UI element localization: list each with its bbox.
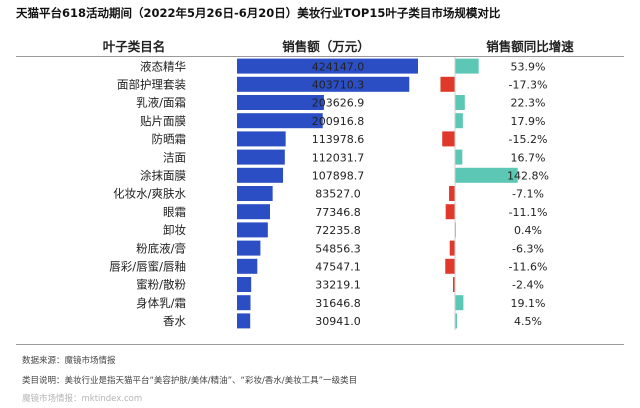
growth-bar: [455, 95, 465, 110]
growth-value-label: 17.9%: [511, 115, 546, 128]
sales-bar: [237, 113, 323, 129]
growth-bar: [442, 131, 455, 147]
category-column-header: 叶子类目名: [102, 39, 166, 54]
growth-value-label: -17.3%: [509, 79, 548, 92]
category-label: 洁面: [163, 150, 186, 164]
sales-value-label: 403710.3: [312, 79, 365, 92]
sales-value-label: 31646.8: [315, 297, 361, 310]
category-label: 乳液/面霜: [136, 96, 186, 110]
sales-bar: [237, 204, 271, 220]
category-note: 类目说明：美妆行业是指天猫平台“美容护肤/美体/精油”、“彩妆/香水/美妆工具”…: [22, 376, 358, 386]
sales-column-header: 销售额（万元）: [282, 39, 370, 54]
sales-value-label: 77346.8: [315, 206, 361, 219]
sales-value-label: 113978.6: [312, 133, 365, 146]
growth-value-label: -11.6%: [509, 261, 548, 274]
growth-value-label: 142.8%: [507, 170, 549, 183]
growth-bar: [449, 186, 455, 201]
watermark: 魔镜市场情报：mktindex.com: [22, 394, 143, 404]
category-label: 粉底液/膏: [136, 241, 186, 255]
growth-value-label: -7.1%: [512, 188, 544, 201]
category-label: 贴片面膜: [140, 114, 186, 128]
category-label: 香水: [163, 314, 186, 328]
growth-bar: [455, 295, 464, 311]
growth-bar: [455, 167, 518, 183]
category-label: 身体乳/霜: [136, 296, 186, 310]
growth-value-label: -6.3%: [512, 242, 544, 255]
footer-rule: [16, 344, 624, 345]
growth-bar: [455, 58, 479, 74]
sales-value-label: 47547.1: [315, 261, 361, 274]
category-label: 唇彩/唇蜜/唇釉: [109, 260, 186, 274]
sales-bar: [237, 149, 285, 165]
growth-value-label: 22.3%: [511, 97, 546, 110]
sales-bar: [237, 222, 268, 238]
sales-bar: [237, 240, 261, 256]
growth-column-header: 销售额同比增速: [486, 39, 574, 54]
sales-bar: [237, 167, 284, 183]
sales-value-label: 424147.0: [312, 60, 365, 73]
sales-value-label: 107898.7: [312, 170, 365, 183]
data-source-note: 数据来源：魔镜市场情报: [22, 356, 116, 366]
sales-bar: [237, 295, 251, 311]
sales-value-label: 30941.0: [315, 315, 361, 328]
sales-value-label: 83527.0: [315, 188, 361, 201]
growth-bar: [455, 113, 463, 129]
growth-value-label: 16.7%: [511, 151, 546, 164]
growth-value-label: 19.1%: [511, 297, 546, 310]
chart-title: 天猫平台618活动期间（2022年5月26日-6月20日）美妆行业TOP15叶子…: [16, 6, 501, 20]
growth-bar: [445, 204, 455, 220]
category-label: 卸妆: [163, 223, 186, 237]
category-label: 液态精华: [140, 59, 186, 73]
growth-value-label: -11.1%: [509, 206, 548, 219]
growth-bar: [455, 313, 457, 329]
growth-value-label: 4.5%: [514, 315, 542, 328]
sales-bar: [237, 58, 418, 74]
sales-value-label: 112031.7: [312, 151, 365, 164]
growth-value-label: -15.2%: [509, 133, 548, 146]
sales-bar: [237, 313, 251, 329]
growth-value-label: 0.4%: [514, 224, 542, 237]
sales-value-label: 54856.3: [315, 242, 361, 255]
sales-bar: [237, 76, 410, 92]
category-label: 面部护理套装: [117, 78, 186, 92]
category-label: 化妆水/爽肤水: [113, 187, 186, 201]
sales-bar: [237, 131, 286, 147]
category-label: 涂抹面膜: [140, 169, 186, 183]
sales-value-label: 33219.1: [315, 279, 361, 292]
sales-bar: [237, 258, 258, 274]
growth-bar: [452, 277, 455, 292]
category-label: 蜜粉/散粉: [136, 278, 186, 292]
sales-value-label: 203626.9: [312, 97, 365, 110]
growth-bar: [445, 258, 455, 274]
growth-value-label: -2.4%: [512, 279, 544, 292]
category-label: 眼霜: [163, 205, 186, 219]
growth-bar: [440, 76, 455, 92]
sales-bar: [237, 277, 252, 292]
sales-bar: [237, 95, 324, 110]
sales-value-label: 200916.8: [312, 115, 365, 128]
growth-bar: [449, 240, 455, 256]
growth-value-label: 53.9%: [511, 60, 546, 73]
header-rule: [16, 56, 624, 57]
growth-bar: [455, 149, 463, 165]
sales-bar: [237, 186, 273, 201]
category-label: 防晒霜: [152, 132, 187, 146]
sales-value-label: 72235.8: [315, 224, 361, 237]
